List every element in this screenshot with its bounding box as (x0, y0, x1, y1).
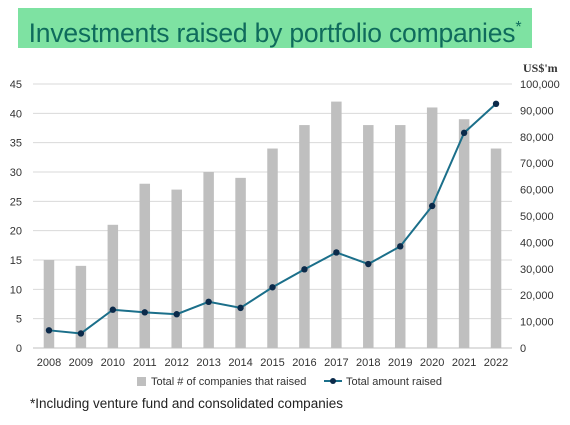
line-point (109, 306, 117, 313)
line-point (460, 129, 468, 137)
x-tick-label: 2009 (69, 357, 93, 369)
chart-title: Investments raised by portfolio companie… (18, 8, 532, 48)
chart-title-text: Investments raised by portfolio companie… (28, 18, 516, 48)
y-left-tick-label: 10 (10, 284, 22, 296)
y-left-tick-label: 0 (16, 343, 22, 355)
line-point (333, 249, 340, 256)
bar (490, 148, 502, 348)
line-point (77, 330, 85, 337)
y-left-tick-label: 30 (10, 167, 22, 179)
bar (331, 101, 342, 348)
y-right-tick-label: 40,000 (520, 237, 554, 249)
line-point (492, 100, 500, 108)
x-tick-label: 2019 (388, 357, 412, 369)
legend-line-marker (330, 378, 336, 384)
title-banner: Investments raised by portfolio companie… (18, 8, 532, 48)
x-tick-label: 2011 (133, 357, 157, 369)
bar (139, 183, 151, 348)
line-point (237, 304, 244, 312)
x-tick-label: 2008 (37, 357, 61, 369)
bar (267, 148, 278, 348)
bar (458, 119, 470, 348)
bar (107, 224, 119, 348)
y-left-tick-label: 25 (10, 196, 22, 208)
line-point (141, 309, 148, 316)
y-left-tick-label: 15 (10, 255, 22, 267)
bar (171, 189, 182, 348)
y-right-tick-label: 90,000 (520, 105, 554, 117)
y-left-tick-label: 40 (10, 108, 22, 120)
line-point (45, 327, 53, 334)
x-tick-label: 2010 (101, 357, 125, 369)
x-tick-label: 2015 (260, 357, 284, 369)
x-tick-label: 2013 (196, 357, 220, 369)
y-right-tick-label: 80,000 (520, 132, 554, 144)
y-right-tick-label: 60,000 (520, 185, 554, 197)
x-tick-label: 2017 (324, 357, 348, 369)
y-right-tick-label: 0 (520, 343, 526, 355)
bar (299, 125, 310, 348)
bar (43, 260, 55, 348)
y-right-tick-label: 100,000 (520, 79, 560, 91)
footnote: *Including venture fund and consolidated… (30, 396, 343, 411)
x-tick-label: 2020 (420, 357, 444, 369)
line-point (397, 243, 404, 250)
x-tick-label: 2016 (292, 357, 316, 369)
x-tick-label: 2018 (356, 357, 380, 369)
line-point (428, 202, 436, 210)
x-tick-label: 2014 (228, 357, 252, 369)
legend-line-label: Total amount raised (346, 376, 442, 388)
line-point (205, 298, 212, 305)
y-right-tick-label: 50,000 (520, 211, 554, 223)
title-footnote-mark: * (515, 19, 522, 36)
y-right-axis-label: US$'m (523, 61, 558, 75)
bar (394, 125, 406, 348)
legend-bar-swatch (137, 377, 146, 386)
bar (75, 265, 87, 348)
y-right-tick-label: 20,000 (520, 290, 554, 302)
x-tick-label: 2022 (484, 357, 508, 369)
bar (235, 177, 246, 348)
y-right-tick-label: 30,000 (520, 264, 554, 276)
bar (363, 125, 374, 348)
legend-bar-label: Total # of companies that raised (151, 376, 306, 388)
y-left-tick-label: 35 (10, 138, 22, 150)
line-point (173, 311, 180, 318)
line-point (301, 266, 308, 273)
y-left-tick-label: 20 (10, 226, 22, 238)
y-left-tick-label: 5 (16, 314, 22, 326)
y-left-tick-label: 45 (10, 79, 22, 91)
line-point (365, 260, 372, 268)
x-tick-label: 2012 (164, 357, 188, 369)
x-tick-label: 2021 (452, 357, 476, 369)
line-point (269, 284, 276, 291)
y-right-tick-label: 10,000 (520, 317, 554, 329)
bar (203, 172, 214, 348)
bar (426, 107, 438, 348)
y-right-tick-label: 70,000 (520, 158, 554, 170)
